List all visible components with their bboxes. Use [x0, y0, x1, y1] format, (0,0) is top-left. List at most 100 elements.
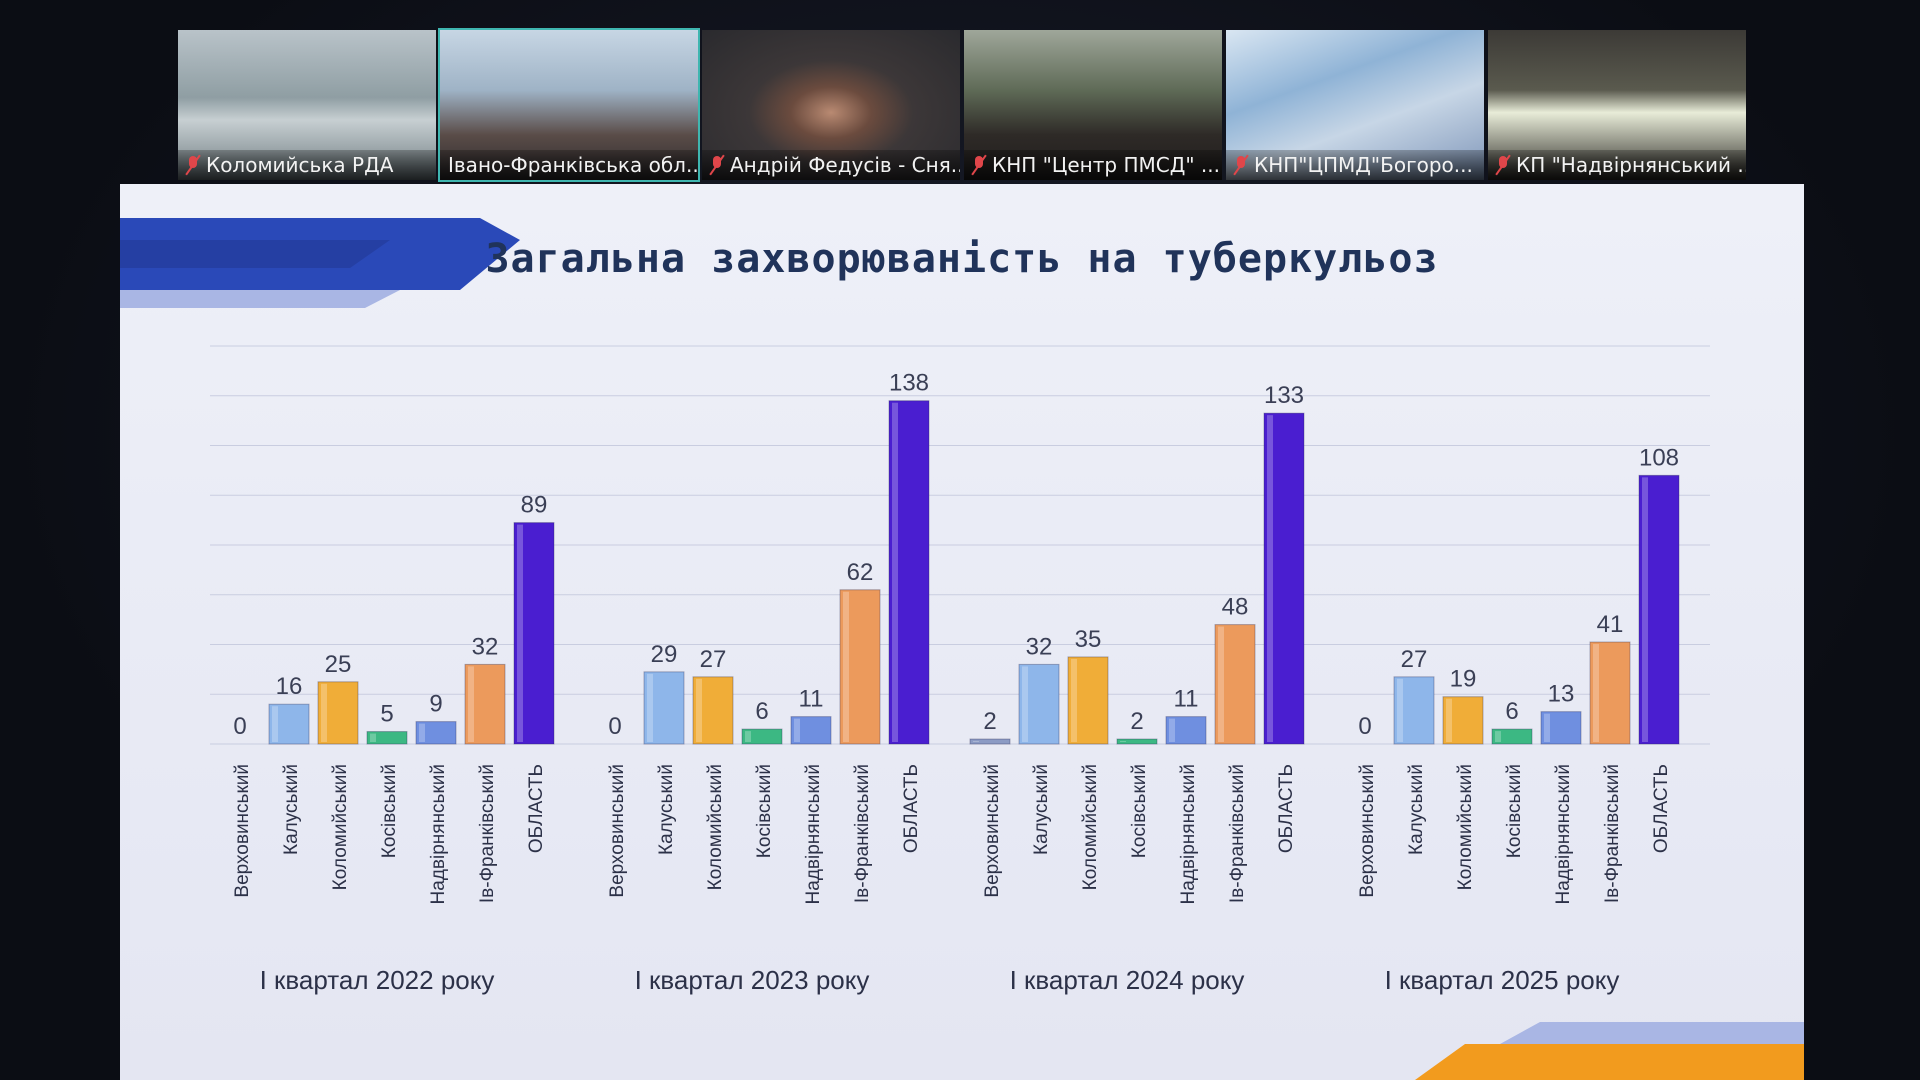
participant-name: КП "Надвірнянський ... [1516, 153, 1746, 177]
bar-highlight [1267, 415, 1273, 742]
mic-muted-icon [1234, 155, 1248, 175]
participant-tile[interactable]: Коломийська РДА [176, 28, 438, 182]
bar-highlight [794, 718, 800, 742]
participant-tile[interactable]: КНП"ЦПМД"Богоро... [1224, 28, 1486, 182]
category-label: Калуський [1406, 764, 1427, 855]
participant-tile[interactable]: КП "Надвірнянський ... [1486, 28, 1748, 182]
data-label: 2 [983, 708, 996, 735]
bar [1540, 711, 1582, 745]
participant-name: Коломийська РДА [206, 153, 394, 177]
header-band-light [120, 290, 400, 308]
bar-highlight [468, 666, 474, 742]
bar-highlight [1218, 626, 1224, 742]
participant-name-bar: Івано-Франківська обл... [440, 150, 698, 180]
footer-band-orange [1415, 1044, 1804, 1080]
category-label: ОБЛАСТЬ [526, 764, 547, 853]
data-label: 35 [1075, 626, 1102, 653]
bar [464, 663, 506, 745]
category-label: Калуський [1031, 764, 1052, 855]
participant-tile[interactable]: Івано-Франківська обл... [438, 28, 700, 182]
data-label: 11 [1174, 686, 1199, 713]
mic-muted-icon [1496, 155, 1510, 175]
bar-highlight [745, 731, 751, 742]
participant-name-bar: Андрій Федусів - Сня... [702, 150, 960, 180]
category-label: Надвірнянський [428, 764, 449, 904]
bar [1116, 738, 1158, 745]
bar [839, 589, 881, 745]
category-label: ОБЛАСТЬ [901, 764, 922, 853]
participant-tile[interactable]: Андрій Федусів - Сня... [700, 28, 962, 182]
bar [1442, 696, 1484, 745]
bar-highlight [973, 741, 979, 742]
category-label: Надвірнянський [1553, 764, 1574, 904]
bar-highlight [1022, 666, 1028, 742]
data-label: 0 [1358, 713, 1371, 740]
category-label: Верховинський [607, 764, 628, 898]
bar [790, 716, 832, 745]
category-label: Калуський [656, 764, 677, 855]
bar [969, 738, 1011, 745]
category-label: Коломийський [705, 764, 726, 890]
data-label: 29 [651, 641, 678, 668]
participant-name-bar: КП "Надвірнянський ... [1488, 150, 1746, 180]
bar-highlight [272, 706, 278, 742]
bar-highlight [1446, 698, 1452, 742]
data-label: 138 [889, 370, 929, 397]
data-label: 0 [233, 713, 246, 740]
participant-tile[interactable]: КНП "Центр ПМСД" ... [962, 28, 1224, 182]
tb-incidence-chart: 0 Верховинський 16 Калуський 25 Коломийський 5… [210, 345, 1710, 995]
slide-title: Загальна захворюваність на туберкульоз [485, 236, 1439, 282]
participant-name: КНП"ЦПМД"Богоро... [1254, 153, 1473, 177]
bar [1018, 663, 1060, 745]
category-label: Надвірнянський [1178, 764, 1199, 904]
category-label: Коломийський [330, 764, 351, 890]
data-label: 11 [799, 686, 824, 713]
data-label: 6 [1505, 698, 1518, 725]
category-label: Косівський [1129, 764, 1150, 858]
category-label: Ів-Франківський [1602, 764, 1623, 903]
header-band-dark [120, 218, 520, 290]
category-label: Верховинський [232, 764, 253, 898]
bar-highlight [321, 683, 327, 742]
bar-highlight [843, 591, 849, 742]
data-label: 32 [472, 633, 499, 660]
data-label: 0 [608, 713, 621, 740]
participant-name: Івано-Франківська обл... [448, 153, 698, 177]
bar [513, 522, 555, 745]
presentation-slide: Загальна захворюваність на туберкульоз 0… [120, 184, 1804, 1080]
bar [741, 728, 783, 745]
mic-muted-icon [186, 155, 200, 175]
category-label: Верховинський [982, 764, 1003, 898]
data-label: 27 [700, 646, 727, 673]
group-label: І квартал 2023 року [635, 965, 870, 995]
category-label: Косівський [379, 764, 400, 858]
category-label: Ів-Франківський [477, 764, 498, 903]
category-label: Ів-Франківський [852, 764, 873, 903]
bar [643, 671, 685, 745]
bar [888, 400, 930, 745]
category-label: Коломийський [1455, 764, 1476, 890]
footer-band-light [1500, 1022, 1804, 1044]
bar [1491, 728, 1533, 745]
bar-highlight [1169, 718, 1175, 742]
data-label: 6 [755, 698, 768, 725]
category-label: Ів-Франківський [1227, 764, 1248, 903]
slide-decoration [120, 218, 1804, 1080]
category-label: Косівський [754, 764, 775, 858]
bar [1067, 656, 1109, 745]
category-label: ОБЛАСТЬ [1651, 764, 1672, 853]
mic-muted-icon [972, 155, 986, 175]
bar-highlight [1071, 658, 1077, 742]
category-label: Надвірнянський [803, 764, 824, 904]
data-label: 2 [1130, 708, 1143, 735]
data-label: 16 [276, 673, 303, 700]
data-label: 89 [521, 492, 548, 519]
data-label: 5 [380, 701, 393, 728]
data-label: 48 [1222, 594, 1249, 621]
bar-highlight [370, 733, 376, 742]
group-label: І квартал 2025 року [1385, 965, 1620, 995]
participant-name-bar: Коломийська РДА [178, 150, 436, 180]
mic-muted-icon [710, 155, 724, 175]
data-label: 32 [1026, 633, 1053, 660]
